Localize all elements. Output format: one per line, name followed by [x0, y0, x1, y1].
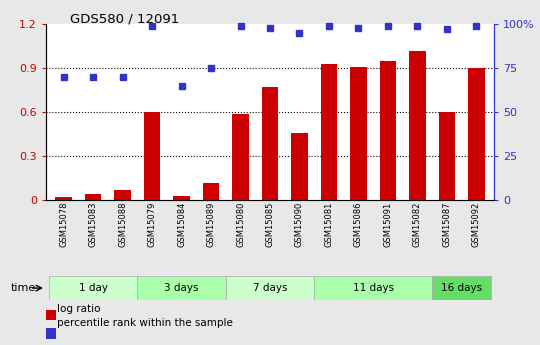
Bar: [350, 67, 367, 200]
Bar: [380, 61, 396, 200]
Bar: [46, 328, 56, 339]
Text: time: time: [11, 283, 36, 293]
Bar: [321, 64, 337, 200]
Bar: [137, 276, 226, 300]
Bar: [232, 114, 248, 200]
Text: 3 days: 3 days: [164, 283, 199, 293]
Bar: [46, 310, 56, 320]
Text: log ratio: log ratio: [57, 304, 100, 314]
Bar: [226, 276, 314, 300]
Text: 16 days: 16 days: [441, 283, 482, 293]
Text: 11 days: 11 days: [353, 283, 394, 293]
Bar: [439, 112, 455, 200]
Bar: [262, 87, 278, 200]
Bar: [144, 112, 160, 200]
Bar: [56, 197, 72, 200]
Text: 1 day: 1 day: [79, 283, 107, 293]
Bar: [85, 194, 101, 200]
Bar: [114, 190, 131, 200]
Bar: [409, 51, 426, 200]
Bar: [49, 276, 137, 300]
Bar: [173, 196, 190, 200]
Bar: [432, 276, 491, 300]
Bar: [468, 68, 484, 200]
Text: percentile rank within the sample: percentile rank within the sample: [57, 318, 233, 327]
Bar: [292, 132, 308, 200]
Text: GDS580 / 12091: GDS580 / 12091: [70, 12, 179, 25]
Bar: [314, 276, 432, 300]
Text: 7 days: 7 days: [253, 283, 287, 293]
Bar: [203, 183, 219, 200]
